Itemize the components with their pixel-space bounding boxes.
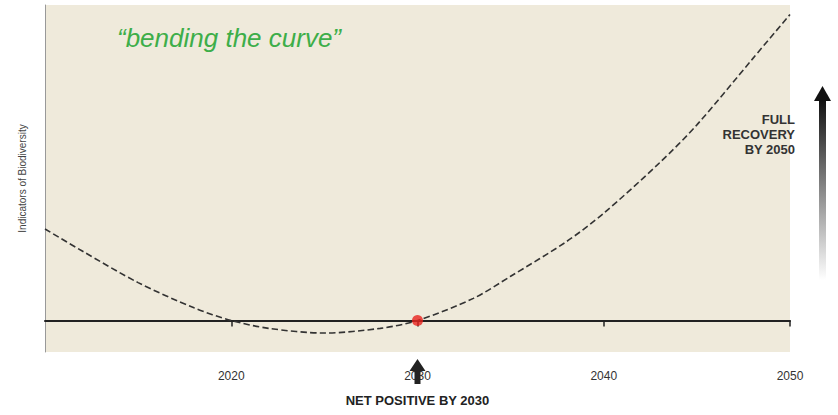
svg-text:FULL: FULL [762,112,795,127]
svg-text:2020: 2020 [218,369,245,383]
svg-text:2050: 2050 [777,369,804,383]
svg-text:RECOVERY: RECOVERY [723,127,796,142]
svg-text:“bending the curve”: “bending the curve” [117,23,342,53]
svg-text:Indicators of Biodiversity: Indicators of Biodiversity [17,124,28,232]
svg-text:2030: 2030 [404,369,431,383]
svg-text:2040: 2040 [590,369,617,383]
svg-text:BY 2050: BY 2050 [745,142,795,157]
svg-text:NET POSITIVE BY 2030: NET POSITIVE BY 2030 [346,393,490,408]
